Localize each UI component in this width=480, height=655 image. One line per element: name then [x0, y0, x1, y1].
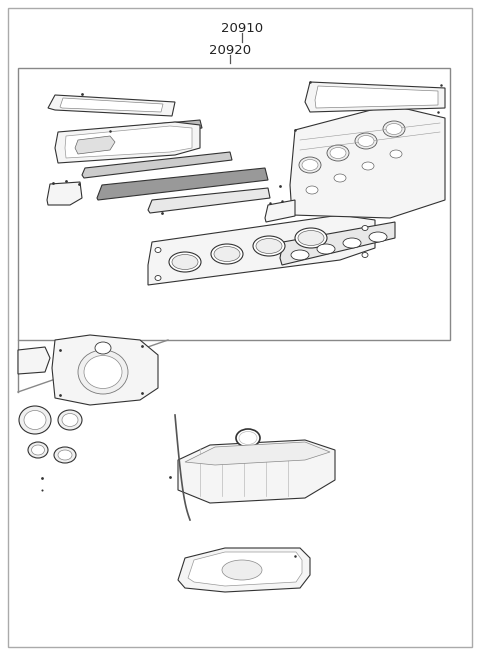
FancyBboxPatch shape [8, 8, 472, 647]
Text: 20910: 20910 [221, 22, 263, 35]
Ellipse shape [62, 413, 78, 426]
Ellipse shape [58, 410, 82, 430]
Polygon shape [48, 95, 175, 116]
Text: 20920: 20920 [209, 44, 251, 57]
Ellipse shape [299, 157, 321, 173]
Polygon shape [305, 82, 445, 112]
Ellipse shape [19, 406, 51, 434]
Ellipse shape [306, 186, 318, 194]
Ellipse shape [369, 232, 387, 242]
Ellipse shape [327, 145, 349, 161]
Ellipse shape [302, 160, 318, 170]
Ellipse shape [211, 244, 243, 264]
Ellipse shape [172, 255, 198, 269]
Ellipse shape [58, 450, 72, 460]
Polygon shape [265, 200, 295, 222]
Ellipse shape [355, 133, 377, 149]
Ellipse shape [169, 252, 201, 272]
Polygon shape [55, 122, 200, 163]
Polygon shape [188, 552, 302, 586]
Polygon shape [65, 126, 192, 158]
Ellipse shape [95, 342, 111, 354]
Polygon shape [82, 152, 232, 178]
Ellipse shape [330, 147, 346, 159]
Ellipse shape [343, 238, 361, 248]
Ellipse shape [298, 231, 324, 246]
Polygon shape [185, 442, 330, 465]
Ellipse shape [78, 350, 128, 394]
Ellipse shape [358, 136, 374, 147]
Ellipse shape [239, 432, 257, 445]
Ellipse shape [295, 228, 327, 248]
Ellipse shape [84, 356, 122, 388]
Ellipse shape [54, 447, 76, 463]
Ellipse shape [222, 560, 262, 580]
FancyBboxPatch shape [18, 68, 450, 340]
Polygon shape [18, 347, 50, 374]
Polygon shape [97, 168, 268, 200]
Polygon shape [92, 120, 202, 138]
Ellipse shape [334, 174, 346, 182]
Ellipse shape [24, 411, 46, 430]
Ellipse shape [155, 276, 161, 280]
Ellipse shape [317, 244, 335, 254]
Ellipse shape [362, 162, 374, 170]
Polygon shape [178, 440, 335, 503]
Ellipse shape [28, 442, 48, 458]
Polygon shape [60, 98, 163, 112]
Polygon shape [315, 86, 438, 108]
Ellipse shape [362, 225, 368, 231]
Polygon shape [52, 335, 158, 405]
Ellipse shape [362, 252, 368, 257]
Ellipse shape [256, 238, 282, 253]
Ellipse shape [253, 236, 285, 256]
Ellipse shape [236, 429, 260, 447]
Ellipse shape [386, 124, 402, 134]
Polygon shape [280, 222, 395, 265]
Ellipse shape [291, 250, 309, 260]
Ellipse shape [383, 121, 405, 137]
Polygon shape [47, 182, 82, 205]
Polygon shape [75, 136, 115, 154]
Ellipse shape [32, 445, 45, 455]
Ellipse shape [155, 248, 161, 252]
Ellipse shape [390, 150, 402, 158]
Polygon shape [148, 188, 270, 213]
Polygon shape [148, 215, 375, 285]
Polygon shape [290, 105, 445, 218]
Ellipse shape [214, 246, 240, 261]
Polygon shape [178, 548, 310, 592]
